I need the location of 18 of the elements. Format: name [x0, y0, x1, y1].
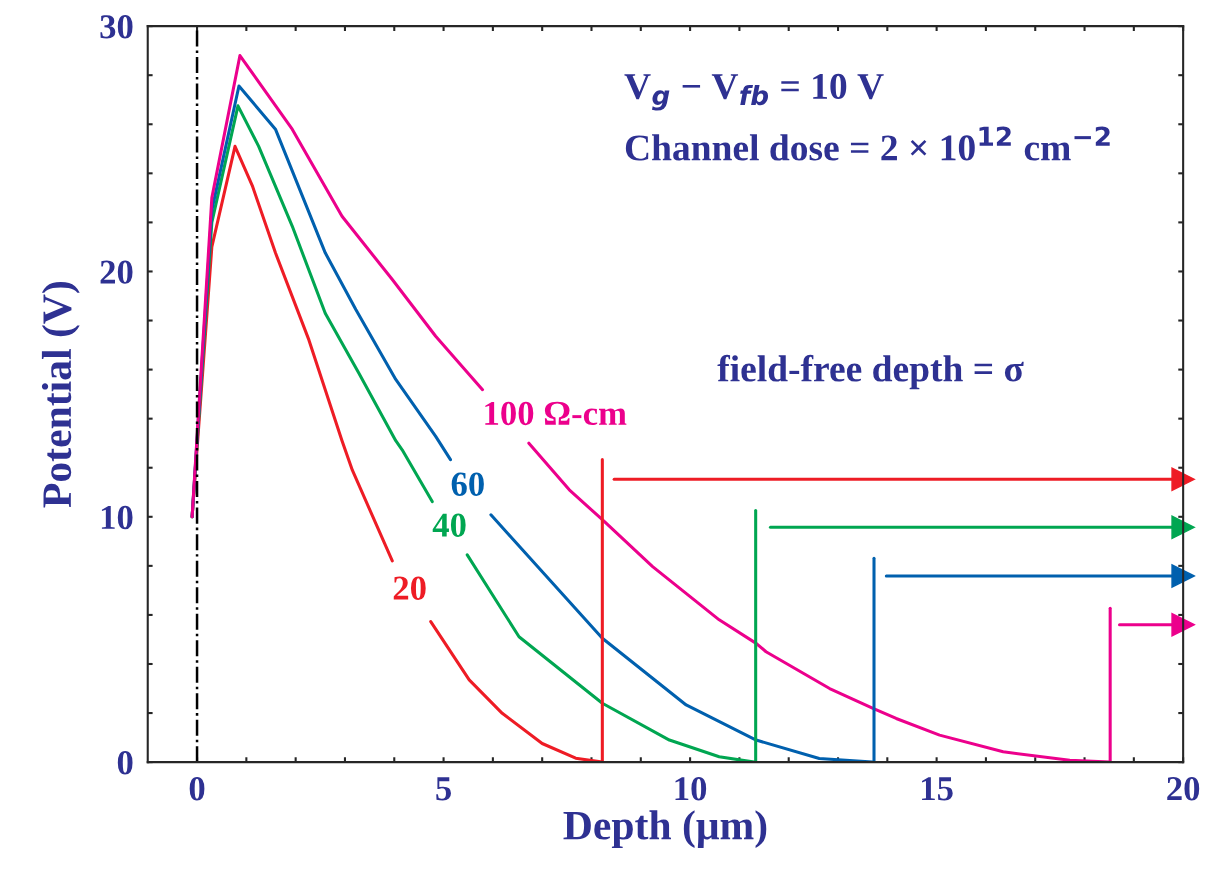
annotation: Channel dose = 2 × 10$^{12}$ cm$^{−2}$	[625, 126, 1110, 161]
series-label: 20	[393, 576, 426, 600]
x-axis-title: Depth (μm)	[563, 810, 767, 849]
annotation: V$_{g}$ − V$_{fb}$ = 10 V	[624, 73, 884, 111]
series-label: 40	[432, 513, 466, 537]
y-tick-label: 10	[101, 505, 133, 530]
y-tick-label: 30	[100, 15, 133, 39]
x-tick-label: 0	[189, 777, 205, 801]
y-tick-label: 0	[117, 751, 133, 775]
series-label: 100 Ω-cm	[485, 401, 627, 426]
y-tick-label: 20	[100, 260, 133, 284]
series-label: 60	[451, 472, 484, 496]
x-tick-label: 15	[922, 777, 953, 801]
x-tick-label: 20	[1167, 777, 1200, 801]
annotation: field-free depth = σ	[717, 354, 1024, 390]
y-axis-title: Potential (V)	[41, 281, 80, 508]
x-tick-label: 10	[675, 777, 707, 801]
x-tick-label: 5	[436, 777, 451, 801]
